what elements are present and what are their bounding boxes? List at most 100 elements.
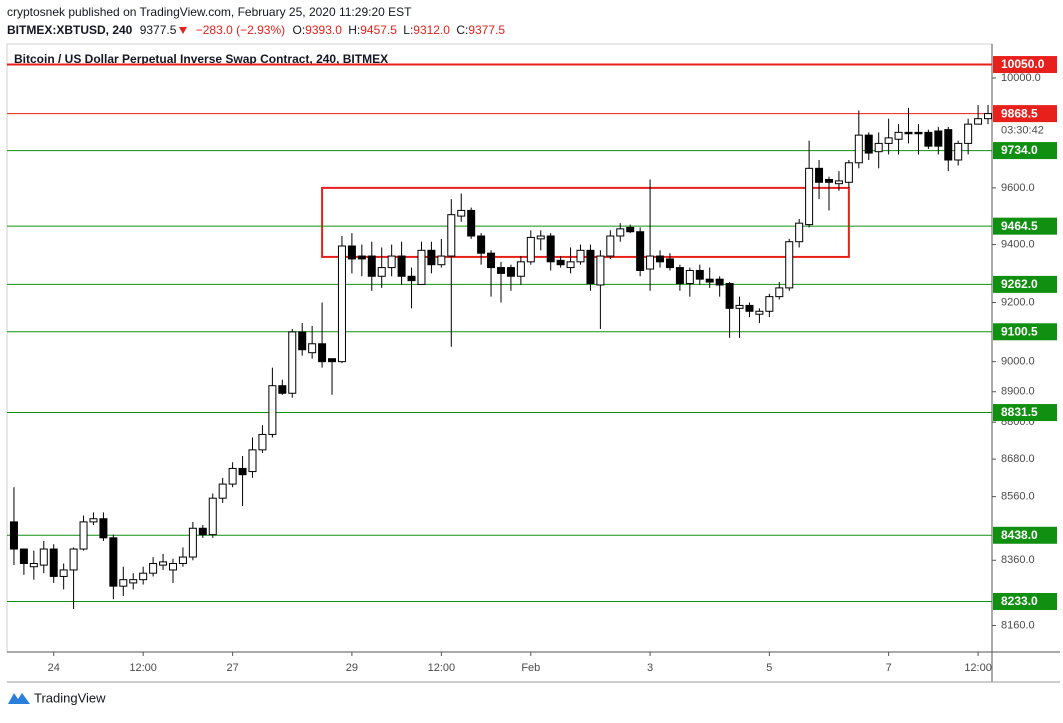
level-label-box — [993, 275, 1057, 293]
candle-body — [407, 275, 416, 282]
candle-body — [795, 222, 804, 243]
candle-body — [884, 137, 893, 144]
symbol: BITMEX:XBTUSD, 240 — [7, 23, 133, 37]
candle-body — [765, 296, 774, 312]
candle-body — [268, 385, 277, 435]
candle-body — [248, 449, 257, 473]
candle-body — [636, 231, 645, 271]
candle-body — [725, 283, 734, 309]
level-label: 10050.0 — [1001, 57, 1045, 71]
candle-body — [675, 267, 684, 285]
candle-body — [218, 483, 227, 499]
level-label: 8438.0 — [1001, 528, 1038, 542]
y-tick-label: 9600.0 — [1001, 182, 1035, 194]
chart-title: Bitcoin / US Dollar Perpetual Inverse Sw… — [14, 52, 388, 66]
candle-body — [298, 331, 307, 351]
candle-body — [556, 259, 565, 266]
ohlc-label: C: — [456, 23, 468, 37]
candle-body — [487, 252, 496, 269]
candle-body — [834, 180, 843, 185]
candle-body — [815, 167, 824, 183]
x-tick-label: Feb — [521, 662, 540, 674]
x-tick-label: 12:00 — [129, 662, 157, 674]
level-label-box — [993, 142, 1057, 160]
candle-body — [546, 235, 555, 263]
candle-body — [238, 467, 247, 476]
ohlc-value: 9377.5 — [468, 23, 505, 37]
candle-body — [29, 562, 38, 568]
level-label-box — [993, 592, 1057, 610]
ohlc-value: 9457.5 — [360, 23, 397, 37]
candle-body — [347, 245, 356, 260]
y-tick-label: 8160.0 — [1001, 619, 1035, 631]
candle-body — [308, 343, 317, 354]
x-tick-label: 7 — [886, 662, 892, 674]
candle-body — [526, 236, 535, 263]
brand: TradingView — [34, 690, 106, 705]
candle-body — [198, 527, 207, 536]
x-tick-label: 12:00 — [964, 662, 992, 674]
ohlc-value: 9393.0 — [305, 23, 342, 37]
x-tick-label: 3 — [647, 662, 653, 674]
ohlc-label: O: — [293, 23, 306, 37]
candle-body — [377, 267, 386, 277]
candle-body — [646, 255, 655, 270]
candle-body — [755, 310, 764, 315]
candle-body — [278, 385, 287, 394]
candle-body — [616, 228, 625, 237]
y-tick-label: 8560.0 — [1001, 491, 1035, 503]
candle-body — [924, 131, 933, 147]
candle-body — [854, 134, 863, 164]
candle-body — [665, 258, 674, 269]
y-tick-label: 9400.0 — [1001, 238, 1035, 250]
candle-body — [328, 358, 337, 363]
candle-body — [586, 249, 595, 285]
candle-body — [109, 537, 118, 587]
candle-body — [9, 521, 18, 550]
ohlc-label: L: — [403, 23, 413, 37]
candle-body — [566, 261, 575, 269]
candle-body — [934, 130, 943, 147]
ohlc-label: H: — [348, 23, 360, 37]
candle-body — [337, 245, 346, 363]
candle-body — [49, 548, 58, 577]
candle-body — [516, 261, 525, 277]
level-label: 8831.5 — [1001, 405, 1038, 419]
level-label: 9262.0 — [1001, 277, 1038, 291]
candle-body — [447, 214, 456, 257]
symbol-line: BITMEX:XBTUSD, 240 9377.5 −283.0 (−2.93%… — [7, 23, 505, 37]
candle-body — [427, 249, 436, 266]
candle-body — [904, 131, 913, 135]
range-box — [321, 186, 850, 258]
candle-body — [805, 167, 814, 226]
candle-body — [477, 235, 486, 254]
candle-body — [139, 572, 148, 581]
candle-body — [39, 548, 48, 566]
candle-body — [864, 134, 873, 154]
candle-body — [735, 304, 744, 309]
x-tick-label: 5 — [766, 662, 772, 674]
x-tick-label: 27 — [227, 662, 239, 674]
candle-body — [606, 235, 615, 257]
candle-body — [79, 521, 88, 550]
candle-body — [168, 562, 177, 571]
logo — [8, 693, 30, 704]
y-tick-label: 9000.0 — [1001, 356, 1035, 368]
candle-body — [159, 561, 168, 566]
candle-body — [775, 287, 784, 298]
candle-body — [656, 255, 665, 263]
candle-body — [874, 142, 883, 153]
candle-body — [467, 209, 476, 237]
candle-body — [705, 278, 714, 283]
candle-body — [745, 304, 754, 312]
candle-body — [357, 255, 366, 260]
candle-body — [824, 178, 833, 183]
y-tick-label: 8900.0 — [1001, 386, 1035, 398]
level-label: 9464.5 — [1001, 219, 1038, 233]
candle-body — [258, 433, 267, 451]
candle-body — [576, 249, 585, 263]
candle-body — [208, 497, 217, 536]
candle-body — [288, 331, 297, 394]
level-label-box — [993, 323, 1057, 341]
